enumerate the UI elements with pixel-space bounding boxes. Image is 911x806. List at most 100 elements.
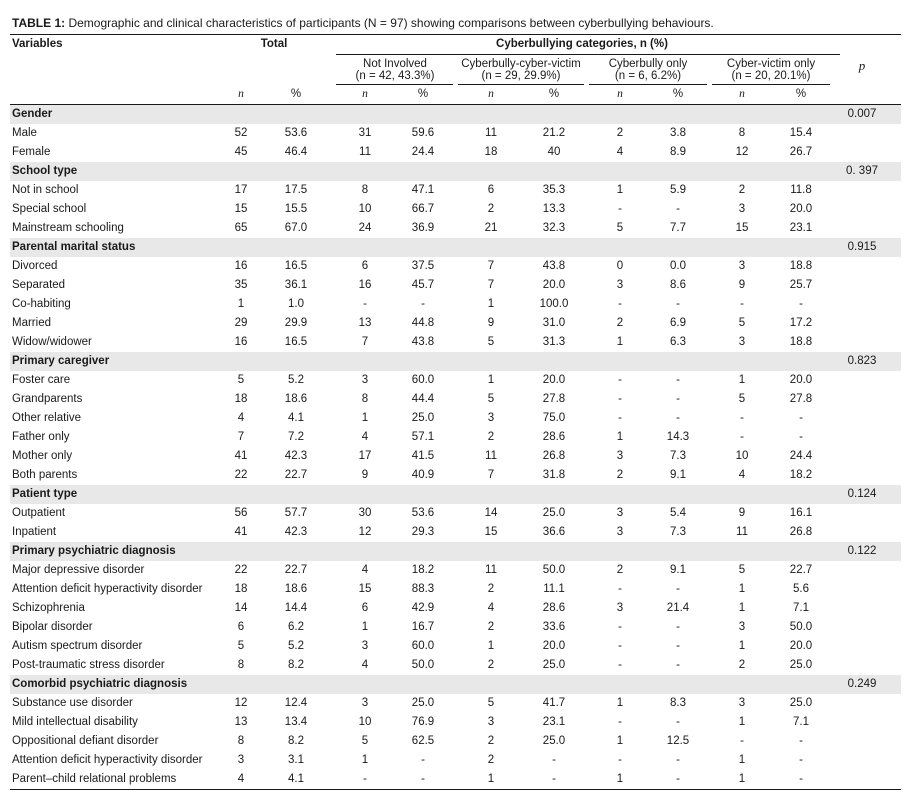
percent-cell: 50.0 [411,659,435,671]
percent-cell: 18.6 [284,393,308,405]
count-cell: 11 [736,526,748,538]
row-label: Substance use disorder [12,697,133,709]
header-bottom-rule [10,104,901,105]
count-cell: 3 [237,754,245,766]
count-cell: - [740,412,744,424]
count-cell: 3 [361,640,369,652]
percent-cell: 21.2 [542,127,566,139]
p-value: 0.823 [847,355,877,367]
table-row: Divorced 16 16.5 6 37.5 7 43.8 0 0.0 3 18.8 [10,257,901,276]
n-column-header: n [238,88,244,100]
count-cell: 1 [738,754,746,766]
section-label: School type [12,165,78,177]
percent-cell: 28.6 [542,431,566,443]
section-row: Primary caregiver 0.823 [10,352,901,371]
count-cell: 5 [237,640,245,652]
count-cell: 8 [361,184,369,196]
percent-cell: 12.5 [666,735,690,747]
percent-cell: 21.4 [666,602,690,614]
table-row: Mother only 41 42.3 17 41.5 11 26.8 3 7.3 10 24.4 [10,447,901,466]
percent-cell: 18.2 [411,564,435,576]
percent-cell: - [676,583,680,595]
percent-cell: 15.5 [284,203,308,215]
percent-cell: 14.4 [284,602,308,614]
percent-cell: 22.7 [789,564,813,576]
count-cell: 15 [735,222,749,234]
table-row: Male 52 53.6 31 59.6 11 21.2 2 3.8 8 15.4 [10,124,901,143]
percent-cell: 0.0 [670,260,686,272]
row-label: Parent–child relational problems [12,773,177,785]
count-cell: 3 [487,412,495,424]
section-label: Gender [12,108,53,120]
count-cell: 16 [358,279,372,291]
table-row: Oppositional defiant disorder 8 8.2 5 62.5 2 2… [10,732,901,751]
row-label: Attention deficit hyperactivity disorder [12,583,203,595]
count-cell: - [618,412,622,424]
count-cell: 15 [234,203,248,215]
count-cell: 1 [487,640,495,652]
percent-cell: 31.8 [542,469,566,481]
percent-cell: 35.3 [542,184,566,196]
count-cell: 2 [487,583,495,595]
table-row: Father only 7 7.2 4 57.1 2 28.6 1 14.3 - - [10,428,901,447]
count-cell: 3 [738,621,746,633]
percent-cell: 45.7 [411,279,435,291]
count-cell: 8 [361,393,369,405]
count-cell: 1 [738,640,746,652]
count-cell: 3 [616,279,624,291]
count-cell: 1 [487,298,495,310]
count-cell: 65 [234,222,248,234]
row-label: Married [12,317,51,329]
count-cell: 5 [487,336,495,348]
count-cell: 4 [237,412,245,424]
row-label: Special school [12,203,87,215]
percent-cell: 6.3 [670,336,686,348]
count-cell: - [740,298,744,310]
count-cell: 7 [361,336,369,348]
percent-cell: 50.0 [542,564,566,576]
n-column-header: n [488,88,494,100]
table-row: Substance use disorder 12 12.4 3 25.0 5 41.7 1 8… [10,694,901,713]
percent-cell: 40 [547,146,561,158]
percent-cell: 75.0 [542,412,566,424]
percent-cell: 42.3 [284,450,308,462]
row-label: Autism spectrum disorder [12,640,143,652]
percent-cell: 3.8 [670,127,686,139]
count-cell: - [363,298,367,310]
percent-cell: 24.4 [411,146,435,158]
count-cell: 2 [616,127,624,139]
count-cell: 1 [616,431,624,443]
percent-cell: - [421,754,425,766]
count-cell: 1 [487,773,495,785]
percent-cell: 7.7 [670,222,686,234]
percent-cell: 16.1 [789,507,813,519]
count-cell: 11 [485,450,497,462]
percent-cell: - [799,431,803,443]
percent-cell: 22.7 [284,469,308,481]
percent-cell: 7.3 [670,450,686,462]
count-cell: 2 [738,184,746,196]
percent-cell: - [421,298,425,310]
percent-cell: 14.3 [666,431,690,443]
percent-cell: 17.5 [284,184,308,196]
percent-cell: 15.4 [789,127,813,139]
percent-cell: 5.2 [288,640,304,652]
percent-cell: 5.4 [670,507,686,519]
table-row: Mild intellectual disability 13 13.4 10 76.9… [10,713,901,732]
percent-column-header: % [290,88,302,100]
percent-cell: 88.3 [411,583,435,595]
percent-cell: 13.4 [284,716,308,728]
percent-cell: 62.5 [411,735,435,747]
section-label: Primary psychiatric diagnosis [12,545,176,557]
count-cell: 4 [616,146,624,158]
count-cell: 2 [616,317,624,329]
row-label: Attention deficit hyperactivity disorder [12,754,203,766]
percent-cell: 25.0 [789,659,813,671]
count-cell: - [618,640,622,652]
count-cell: 14 [484,507,498,519]
table-row: Grandparents 18 18.6 8 44.4 5 27.8 - - 5 27.8 [10,390,901,409]
percent-cell: 24.4 [789,450,813,462]
count-cell: 2 [616,469,624,481]
count-cell: 5 [738,393,746,405]
group-detail: (n = 29, 29.9%) [481,70,561,82]
